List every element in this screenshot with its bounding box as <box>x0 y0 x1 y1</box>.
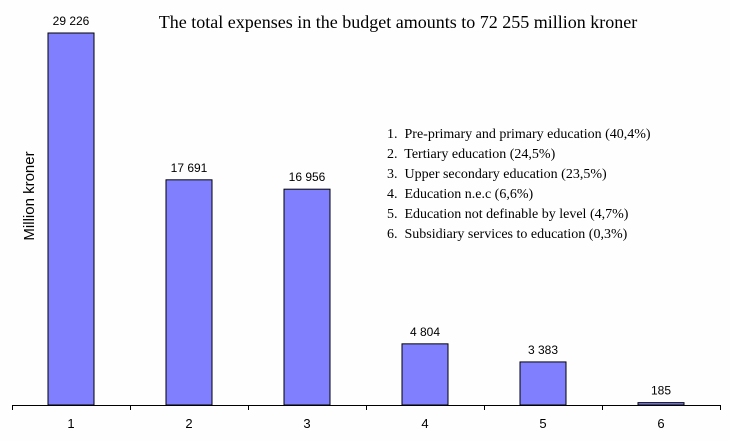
data-label-4: 4 804 <box>410 325 440 339</box>
legend-item-5: 5. Education not definable by level (4,7… <box>387 207 629 222</box>
data-label-5: 3 383 <box>528 343 558 357</box>
x-tick-label-2: 2 <box>185 416 192 431</box>
chart-title: The total expenses in the budget amounts… <box>159 12 637 32</box>
bar-2 <box>165 179 213 406</box>
data-label-3: 16 956 <box>289 170 326 184</box>
x-tick-label-3: 3 <box>303 416 310 431</box>
legend-item-2: 2. Tertiary education (24,5%) <box>387 147 556 162</box>
x-tick-label-6: 6 <box>657 416 664 431</box>
data-label-2: 17 691 <box>171 161 208 175</box>
legend-item-4: 4. Education n.e.c (6,6%) <box>387 187 534 202</box>
bar-5 <box>519 361 567 406</box>
legend-item-1: 1. Pre-primary and primary education (40… <box>387 127 651 142</box>
bar-6 <box>637 402 685 406</box>
x-tick-label-5: 5 <box>539 416 546 431</box>
legend-item-3: 3. Upper secondary education (23,5%) <box>387 167 607 182</box>
x-tick-label-1: 1 <box>67 416 74 431</box>
bar-4 <box>401 343 449 406</box>
data-label-1: 29 226 <box>53 14 90 28</box>
bar-1 <box>47 32 95 406</box>
legend-item-6: 6. Subsidiary services to education (0,3… <box>387 227 628 242</box>
data-label-6: 185 <box>651 384 671 398</box>
y-axis-label: Million kroner <box>21 151 38 240</box>
x-tick-label-4: 4 <box>421 416 428 431</box>
bar-3 <box>283 188 331 406</box>
